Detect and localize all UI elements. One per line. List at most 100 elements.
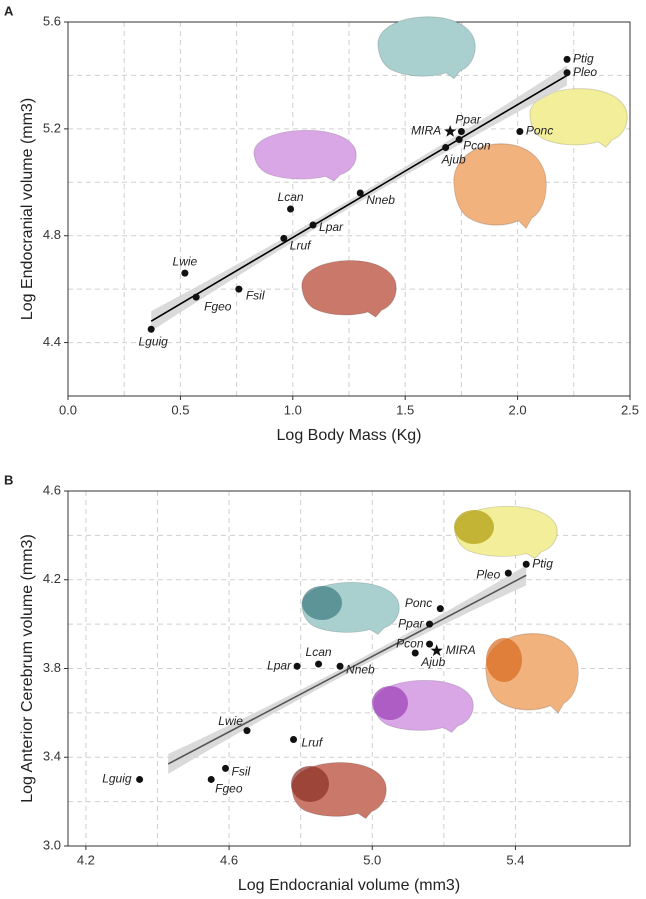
panel-letter: B <box>4 472 13 487</box>
brain-front <box>372 686 408 720</box>
point-label: Ptig <box>532 556 553 570</box>
point-label: Lruf <box>302 736 324 750</box>
point-label: Pcon <box>463 139 491 153</box>
brain-front <box>291 766 329 802</box>
point <box>426 640 434 648</box>
fit-line <box>167 574 527 765</box>
point-star <box>430 644 443 657</box>
x-tick-label: 4.2 <box>77 852 95 867</box>
point-label: Ptig <box>573 52 594 66</box>
panel-letter: A <box>4 3 14 18</box>
brain-image <box>253 129 357 182</box>
point-label: Fgeo <box>215 782 243 796</box>
point <box>457 128 465 136</box>
brain-images <box>253 16 628 819</box>
point-label: Ppar <box>398 616 424 630</box>
point <box>147 325 155 333</box>
point-label: Lcan <box>278 190 304 204</box>
point-label: Lpar <box>267 658 292 672</box>
point <box>207 775 215 783</box>
point-label: MIRA <box>446 643 476 657</box>
brain-front <box>486 638 522 682</box>
x-axis-title: Log Body Mass (Kg) <box>277 427 422 444</box>
brain-front <box>302 586 342 620</box>
brain-front <box>454 510 494 544</box>
x-axis-title: Log Endocranial volume (mm3) <box>238 877 460 894</box>
point <box>522 560 530 568</box>
point-label: Fgeo <box>204 299 232 313</box>
y-axis-title: Log Anterior Cerebrum volume (mm3) <box>19 534 36 803</box>
panel-top: Lguig Lwie Fgeo Fsil Lruf Lcan Lpar Nneb MIRA Ppa… <box>102 556 553 795</box>
y-tick-label: 4.2 <box>43 571 61 586</box>
x-tick-label: 2.5 <box>621 402 639 417</box>
point-star <box>443 125 457 137</box>
point <box>336 662 344 670</box>
point-label: Ajub <box>441 153 466 167</box>
point-label: Pcon <box>396 636 424 650</box>
point <box>243 727 251 735</box>
plot-frame <box>67 21 631 397</box>
x-tick-label: 5.0 <box>363 852 381 867</box>
point-label: Lruf <box>290 239 312 253</box>
point <box>287 205 295 213</box>
point-label: Lguig <box>138 334 168 348</box>
point <box>356 189 364 197</box>
y-tick-label: 4.8 <box>43 227 61 242</box>
point <box>181 269 189 277</box>
x-tick-label: 5.4 <box>506 852 524 867</box>
y-tick-label: 3.8 <box>43 660 61 675</box>
y-tick-label: 4.4 <box>43 334 61 349</box>
point-label: Fsil <box>232 765 251 779</box>
point <box>290 736 298 743</box>
point <box>455 136 463 144</box>
point <box>280 234 288 242</box>
point-label: Fsil <box>246 288 265 302</box>
point <box>235 285 243 293</box>
y-axis-title: Log Endocranial volume (mm3) <box>19 98 36 320</box>
panel-top: Lguig Lwie Fgeo Fsil Lruf Lcan Lpar Nneb MIRA Ppa… <box>138 52 597 349</box>
point <box>516 128 524 136</box>
point <box>315 660 323 668</box>
y-tick-label: 4.6 <box>43 482 61 497</box>
point-label: Ponc <box>405 596 432 610</box>
point-label: Lwie <box>173 254 198 268</box>
point <box>293 662 301 670</box>
brain-image <box>377 16 476 80</box>
point <box>504 569 512 577</box>
point-label: Pleo <box>476 567 500 581</box>
brain-image <box>301 260 397 318</box>
brain-image <box>453 143 547 230</box>
x-tick-label: 1.5 <box>396 402 414 417</box>
point <box>426 620 434 628</box>
point-label: MIRA <box>411 124 441 138</box>
x-tick-label: 0.0 <box>59 402 77 417</box>
point <box>136 775 144 783</box>
point <box>411 649 419 657</box>
x-tick-label: 4.6 <box>220 852 238 867</box>
point <box>436 605 444 613</box>
x-tick-label: 2.0 <box>509 402 527 417</box>
fit-line <box>150 74 568 322</box>
x-tick-label: 1.0 <box>284 402 302 417</box>
point-label: Ppar <box>455 113 481 127</box>
point <box>192 293 200 301</box>
point <box>563 55 571 63</box>
point-label: Lcan <box>306 645 332 659</box>
x-tick-label: 0.5 <box>171 402 189 417</box>
point <box>563 69 571 77</box>
y-tick-label: 3.0 <box>43 837 61 852</box>
point-label: Lwie <box>218 714 243 728</box>
point-label: Nneb <box>366 193 395 207</box>
point-label: Pleo <box>573 65 597 79</box>
panel: 0.0 0.5 1.0 1.5 2.0 2.5 4.4 4.8 5.2 5.6 Log Body M… <box>4 3 639 444</box>
point-label: Ajub <box>420 655 445 669</box>
point <box>222 764 230 772</box>
point <box>442 144 450 152</box>
point-label: Lpar <box>319 220 344 234</box>
point-label: Nneb <box>346 662 375 676</box>
point-label: Ponc <box>526 124 553 138</box>
y-tick-label: 5.2 <box>43 120 61 135</box>
point <box>309 221 317 229</box>
